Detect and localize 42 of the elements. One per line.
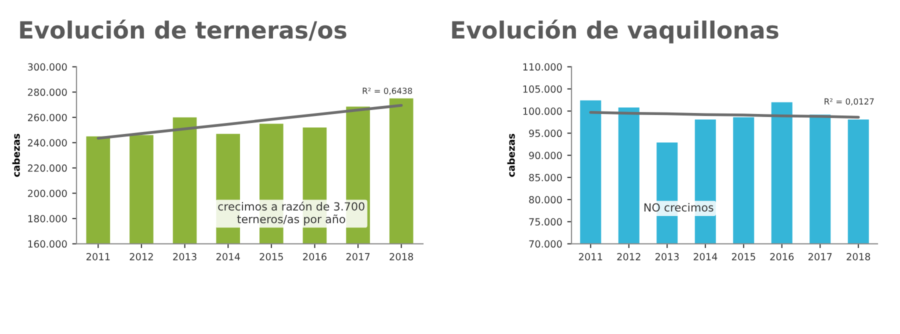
- x-tick-label: 2017: [808, 253, 832, 260]
- y-tick-label: 90.000: [529, 152, 562, 160]
- y-tick-label: 200.000: [28, 190, 67, 198]
- y-tick-label: 240.000: [28, 139, 67, 146]
- x-tick-label: 2016: [770, 253, 794, 260]
- chart-title: Evolución de vaquillonas: [452, 20, 778, 44]
- chart-title: Evolución de terneras/os: [20, 20, 346, 41]
- y-tick-label: 85.000: [529, 174, 562, 182]
- annotation: R² = 0,0127: [824, 98, 874, 106]
- y-tick-label: 260.000: [28, 114, 67, 122]
- annotation: crecimos a razón de 3.700 terneros/as por año: [218, 202, 364, 226]
- y-tick-label: 105.000: [523, 85, 562, 93]
- x-tick-label: 2016: [303, 253, 326, 260]
- x-tick-label: 2015: [732, 253, 756, 260]
- y-tick-label: 300.000: [28, 63, 67, 71]
- x-tick-label: 2011: [86, 253, 110, 260]
- x-tick-label: 2014: [216, 253, 240, 260]
- x-tick-label: 2011: [578, 253, 602, 260]
- y-tick-label: 280.000: [28, 88, 67, 96]
- line-series: [96, 104, 403, 140]
- y-tick-label: 100.000: [523, 108, 562, 115]
- annotation: R² = 0,6438: [362, 88, 412, 95]
- y-axis-title: cabezas: [12, 134, 20, 177]
- y-axis-title: cabezas: [507, 134, 515, 177]
- y-tick-label: 220.000: [28, 164, 67, 172]
- x-tick-label: 2012: [617, 253, 640, 260]
- y-tick-label: 75.000: [529, 218, 562, 226]
- y-tick-label: 160.000: [28, 240, 67, 248]
- x-tick-label: 2013: [655, 253, 679, 260]
- y-tick-label: 180.000: [28, 215, 67, 222]
- annotation: NO crecimos: [644, 203, 714, 212]
- x-tick-label: 2018: [390, 253, 414, 260]
- y-tick-label: 70.000: [529, 240, 562, 248]
- x-tick-label: 2017: [346, 253, 370, 260]
- x-tick-label: 2015: [260, 253, 283, 260]
- y-tick-label: 80.000: [529, 196, 562, 204]
- x-tick-label: 2018: [846, 253, 870, 260]
- y-tick-label: 110.000: [523, 63, 562, 71]
- y-tick-label: 95.000: [529, 130, 562, 138]
- x-tick-label: 2012: [130, 253, 153, 260]
- x-tick-label: 2014: [694, 253, 718, 260]
- x-tick-label: 2013: [173, 253, 196, 260]
